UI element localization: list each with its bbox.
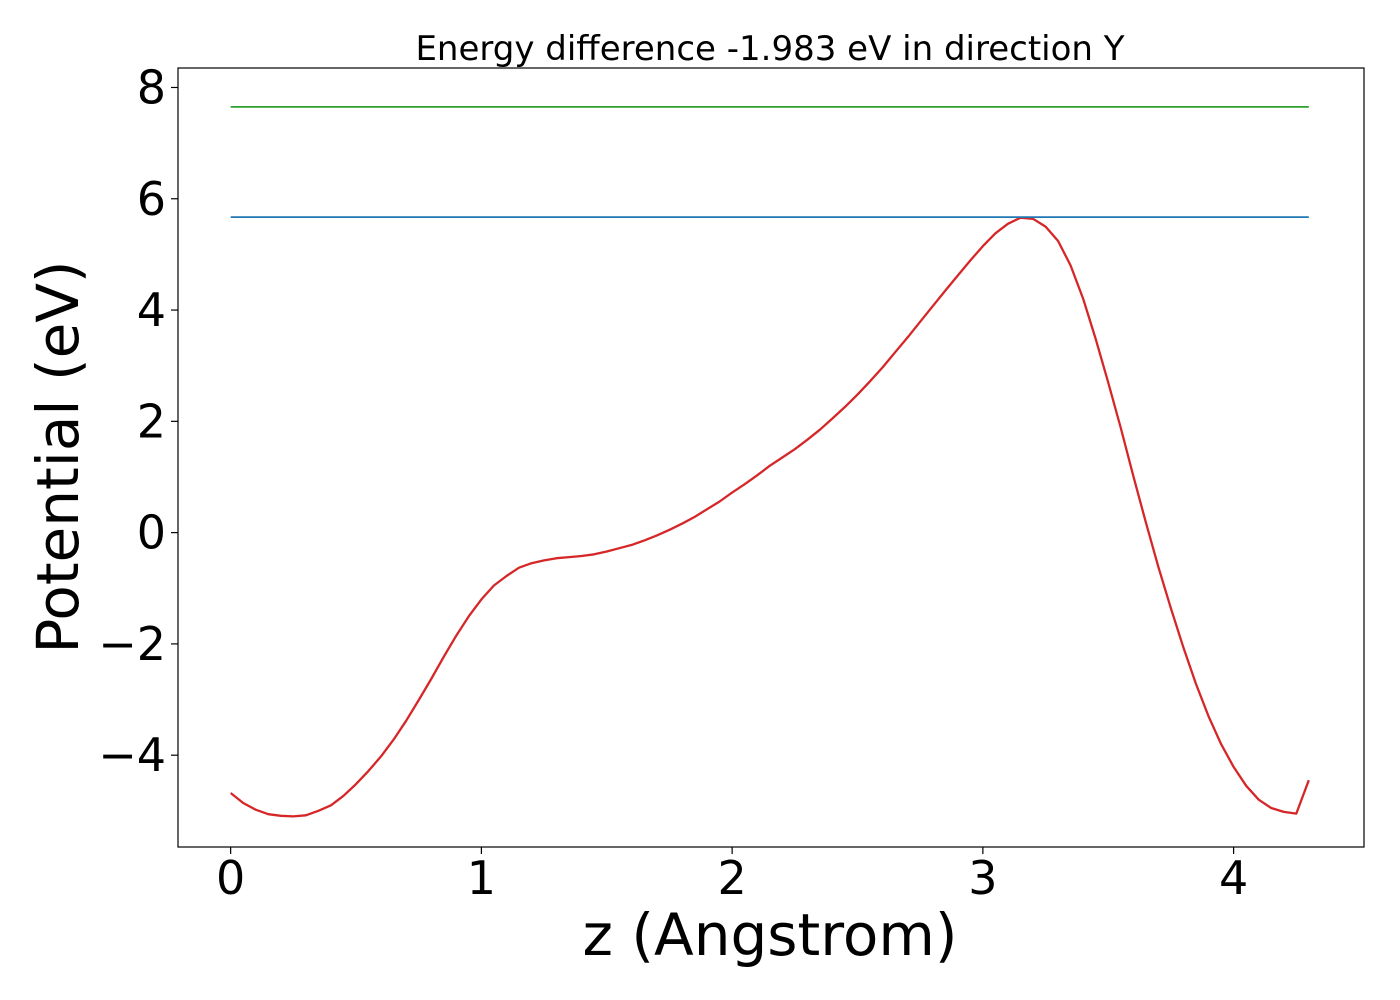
potential-curve [229,216,1310,818]
y-axis-label: Potential (eV) [24,260,92,653]
y-tick-label: 4 [137,283,166,337]
y-tick-label: −2 [98,617,166,671]
y-tick-label: 0 [137,506,166,560]
y-tick-label: −4 [98,728,166,782]
chart-title: Energy difference -1.983 eV in direction… [415,29,1124,69]
plot-area [229,106,1310,818]
x-tick-label: 1 [467,851,496,905]
y-tick-label: 8 [137,60,166,114]
x-axis-label: z (Angstrom) [583,901,958,969]
y-tick-label: 6 [137,172,166,226]
x-axis: 0 1 2 3 4 [216,847,1248,905]
plot-frame [177,67,1365,848]
x-tick-label: 3 [968,851,997,905]
x-tick-label: 2 [717,851,746,905]
y-axis: −4 −2 0 2 4 6 8 [98,60,178,782]
x-tick-label: 0 [216,851,245,905]
x-tick-label: 4 [1219,851,1248,905]
y-tick-label: 2 [137,394,166,448]
